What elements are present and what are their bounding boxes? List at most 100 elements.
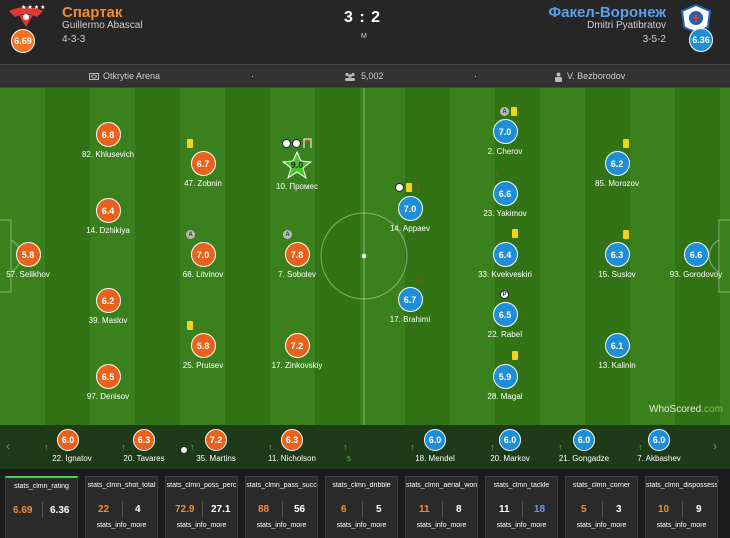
player[interactable]: 6.2 85. Morozov	[577, 151, 657, 188]
stat-divider	[202, 501, 203, 517]
home-coach[interactable]: Guillermo Abascal	[62, 20, 143, 31]
stat-divider	[682, 501, 683, 517]
player-name: 23. Yakimov	[483, 209, 527, 218]
substitutes-bar: ‹ › 6.0 22. Ignatov ↑ 6.3 20. Tavares ↑ 7.…	[0, 425, 730, 469]
stat-divider	[42, 502, 43, 518]
player-rating: 6.2	[95, 288, 121, 313]
player[interactable]: 7.0 2. Cherov	[465, 119, 545, 156]
stat-divider	[442, 501, 443, 517]
stat-label: stats_clmn_aerial_won	[406, 482, 477, 489]
player-rating: 6.7	[190, 151, 216, 176]
player-rating: 7.2	[284, 333, 310, 358]
stat-divider	[362, 501, 363, 517]
player-rating: 9.0	[282, 151, 312, 179]
stat-home-value: 6	[341, 504, 347, 515]
stat-more-link[interactable]: stats_info_more	[496, 522, 547, 529]
assist-icon: A	[283, 230, 292, 239]
scroll-left-button[interactable]: ‹	[6, 439, 10, 453]
stat-home-value: 11	[499, 504, 510, 515]
player[interactable]: 6.5 97. Denisov	[68, 364, 148, 401]
player[interactable]: 6.4 14. Dzhikiya	[68, 198, 148, 235]
substitute[interactable]: 6.0 22. Ignatov	[28, 429, 108, 463]
stat-divider	[122, 501, 123, 517]
player[interactable]: 6.5 22. Rabeï	[465, 302, 545, 339]
player-rating: 6.0	[424, 429, 446, 451]
stat-label: stats_clmn_tackle	[493, 482, 550, 489]
player[interactable]: 7.8 7. Sobolev	[257, 242, 337, 279]
stat-away-value: 6.36	[50, 505, 70, 516]
player[interactable]: 6.6 23. Yakimov	[465, 181, 545, 218]
player-rating: 7.2	[205, 429, 227, 451]
away-coach[interactable]: Dmitri Pyatibratov	[587, 20, 666, 31]
player-name: 33. Kvekveskiri	[478, 270, 532, 279]
score: 3 : 2	[344, 9, 382, 26]
player-name: 18. Mendel	[415, 454, 455, 463]
stat-more-link[interactable]: stats_info_more	[656, 522, 707, 529]
subbed-on-arrow-icon: ↑	[44, 442, 49, 452]
stat-away-value: 5	[376, 504, 382, 515]
substitute[interactable]: 7.2 35. Martins	[176, 429, 256, 463]
player[interactable]: 6.2 39. Maslov	[68, 288, 148, 325]
player[interactable]: 5.9 28. Magal	[465, 364, 545, 401]
player[interactable]: 6.1 13. Kalinin	[577, 333, 657, 370]
stat-away-value: 9	[696, 504, 702, 515]
player-name: 85. Morozov	[594, 179, 640, 188]
substitute[interactable]: 6.0 21. Gongadze	[544, 429, 624, 463]
stat-column-rating[interactable]: stats_clmn_rating 6.69 6.36	[5, 476, 78, 538]
substitute[interactable]: 6.3 11. Nicholson	[252, 429, 332, 463]
stat-more-link[interactable]: stats_info_more	[416, 522, 467, 529]
stat-more-link[interactable]: stats_info_more	[176, 522, 227, 529]
stat-column-tackle[interactable]: stats_clmn_tackle 11 18 stats_info_more	[485, 476, 558, 538]
player[interactable]: 6.3 15. Suslov	[577, 242, 657, 279]
player[interactable]: 7.2 17. Zinkovskiy	[257, 333, 337, 370]
player[interactable]: 6.7 47. Zobnin	[163, 151, 243, 188]
player[interactable]: 6.4 33. Kvekveskiri	[465, 242, 545, 279]
substitute[interactable]: 6.0 18. Mendel	[395, 429, 475, 463]
substitute[interactable]: 6.0 7. Akbashev	[619, 429, 699, 463]
player-rating: 6.0	[573, 429, 595, 451]
away-team-rating-badge: 6.36	[689, 28, 713, 52]
stat-column-pass-success[interactable]: stats_clmn_pass_succ 88 56 stats_info_more	[245, 476, 318, 538]
stats-columns: stats_clmn_rating 6.69 6.36 stats_clmn_sho…	[0, 469, 730, 538]
stat-more-link[interactable]: stats_info_more	[576, 522, 627, 529]
player[interactable]: 5.8 57. Selikhov	[0, 242, 68, 279]
away-team-name[interactable]: Факел-Воронеж	[548, 4, 666, 21]
stat-home-value: 88	[258, 504, 270, 515]
player[interactable]: 6.7 17. Brahimi	[370, 287, 450, 324]
player-name: 15. Suslov	[598, 270, 636, 279]
bench-indicator: 5	[347, 456, 351, 463]
scroll-right-button[interactable]: ›	[713, 439, 717, 453]
yellow-card-icon	[623, 139, 629, 148]
stat-more-link[interactable]: stats_info_more	[96, 522, 147, 529]
yellow-card-icon	[623, 230, 629, 239]
substitute[interactable]: 6.0 20. Markov	[470, 429, 550, 463]
player[interactable]: 9.0 10. Промес	[257, 151, 337, 191]
stat-column-corner[interactable]: stats_clmn_corner 5 3 stats_info_more	[565, 476, 638, 538]
stat-home-value: 72.9	[175, 504, 195, 515]
away-formation: 3-5-2	[642, 34, 666, 45]
player[interactable]: 7.0 14. Appaev	[370, 196, 450, 233]
stat-divider	[602, 501, 603, 517]
match-header: Спартак ★★★★ Guillermo Abascal 4-3-3 6.6…	[0, 0, 730, 64]
player-name: 35. Martins	[196, 454, 236, 463]
stat-column-dispossessed[interactable]: stats_clmn_dispossessed 10 9 stats_info_mor…	[645, 476, 718, 538]
player[interactable]: 5.8 25. Prutsev	[163, 333, 243, 370]
player-rating: 6.5	[95, 364, 121, 389]
subbed-off-arrow-icon: ↓	[495, 167, 500, 177]
man-of-the-match-star-icon	[282, 151, 312, 179]
stat-more-link[interactable]: stats_info_more	[256, 522, 307, 529]
subbed-on-arrow-icon: ↑	[490, 442, 495, 452]
player[interactable]: 6.6 93. Gorodovoy	[656, 242, 730, 279]
stat-more-link[interactable]: stats_info_more	[336, 522, 387, 529]
stat-column-shot-total[interactable]: stats_clmn_shot_total 22 4 stats_info_more	[85, 476, 158, 538]
stat-column-aerial-won[interactable]: stats_clmn_aerial_won 11 8 stats_info_more	[405, 476, 478, 538]
stat-column-possession[interactable]: stats_clmn_poss_perc 72.9 27.1 stats_info_m…	[165, 476, 238, 538]
player-name: 17. Zinkovskiy	[271, 361, 323, 370]
player-rating: 6.4	[492, 242, 518, 267]
player[interactable]: 6.8 82. Khlusevich	[68, 122, 148, 159]
player[interactable]: 7.0 68. Litvinov	[163, 242, 243, 279]
substitute[interactable]: 6.3 20. Tavares	[104, 429, 184, 463]
stat-column-dribble[interactable]: stats_clmn_dribble 6 5 stats_info_more	[325, 476, 398, 538]
home-team-name[interactable]: Спартак	[62, 4, 123, 21]
info-separator: ·	[251, 71, 254, 81]
